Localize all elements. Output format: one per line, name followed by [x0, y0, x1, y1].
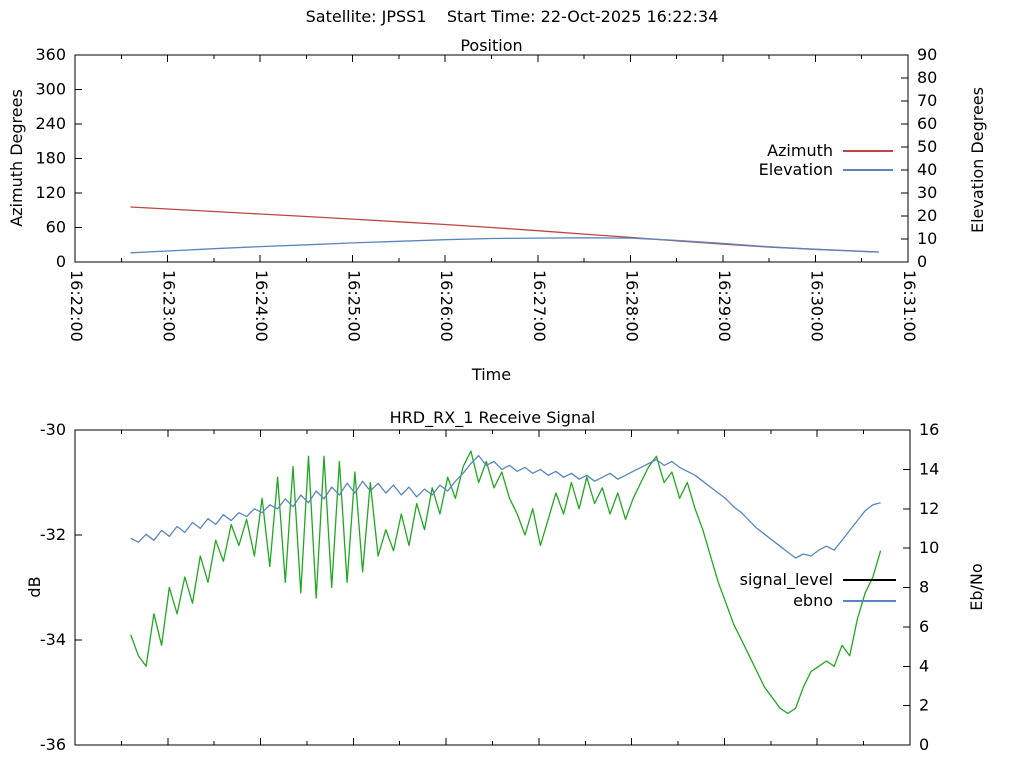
y-tick-label: 0: [919, 735, 929, 754]
y-tick-label: 2: [919, 696, 929, 715]
legend-line-sample-elevation: [843, 169, 893, 171]
y-tick-label: 4: [919, 656, 929, 675]
main-title: Satellite: JPSS1 Start Time: 22-Oct-2025…: [305, 7, 719, 26]
y-tick-label: 300: [35, 80, 66, 99]
x-tick-label: 16:25:00: [345, 270, 364, 342]
y-tick-label: 240: [35, 114, 66, 133]
legend-label-signal-level: signal_level: [739, 570, 833, 589]
y-tick-label: 20: [917, 206, 937, 225]
y-tick-label: 8: [919, 578, 929, 597]
legend-line-sample-signal-level: [843, 579, 896, 581]
y-tick-label: 12: [919, 499, 939, 518]
x-tick-label: 16:24:00: [252, 270, 271, 342]
y-tick-label: 360: [35, 45, 66, 64]
y-tick-label: 60: [46, 218, 66, 237]
x-tick-label: 16:31:00: [900, 270, 919, 342]
y-tick-label: 0: [56, 252, 66, 271]
legend-line-sample-ebno: [843, 600, 896, 602]
legend-label-elevation: Elevation: [758, 160, 833, 179]
x-tick-label: 16:22:00: [67, 270, 86, 342]
x-tick-label: 16:28:00: [622, 270, 641, 342]
y-tick-label: 0: [917, 252, 927, 271]
y-tick-label: 16: [919, 420, 939, 439]
x-tick-label: 16:23:00: [160, 270, 179, 342]
x-tick-label: 16:26:00: [437, 270, 456, 342]
legend-line-sample-azimuth: [843, 150, 893, 152]
legend-label-azimuth: Azimuth: [767, 141, 833, 160]
position-chart-title: Position: [460, 36, 523, 55]
y-tick-label: 30: [917, 183, 937, 202]
series-Elevation: [130, 237, 879, 254]
y-tick-label: 10: [917, 229, 937, 248]
x-tick-label: 16:30:00: [807, 270, 826, 342]
y-tick-label: -30: [40, 420, 66, 439]
y-tick-label: -32: [40, 525, 66, 544]
y-tick-label: 40: [917, 160, 937, 179]
y-tick-label: 10: [919, 538, 939, 557]
y-tick-label: 60: [917, 114, 937, 133]
y-tick-label: 6: [919, 617, 929, 636]
legend-label-ebno: ebno: [793, 591, 833, 610]
x-tick-label: 16:29:00: [715, 270, 734, 342]
time-axis-label: Time: [471, 365, 512, 384]
series-signal_level: [130, 450, 882, 715]
y-tick-label: 50: [917, 137, 937, 156]
y-tick-label: 70: [917, 91, 937, 110]
y-tick-label: 120: [35, 183, 66, 202]
y-tick-label: -34: [40, 630, 66, 649]
series-Azimuth: [130, 206, 879, 253]
y-tick-label: 90: [917, 45, 937, 64]
y-tick-label: 14: [919, 459, 939, 478]
y-tick-label: 80: [917, 68, 937, 87]
series-ebno: [130, 454, 881, 559]
receive-signal-chart-title: HRD_RX_1 Receive Signal: [389, 408, 596, 427]
y-tick-label: -36: [40, 735, 66, 754]
x-tick-label: 16:27:00: [530, 270, 549, 342]
y-tick-label: 180: [35, 149, 66, 168]
